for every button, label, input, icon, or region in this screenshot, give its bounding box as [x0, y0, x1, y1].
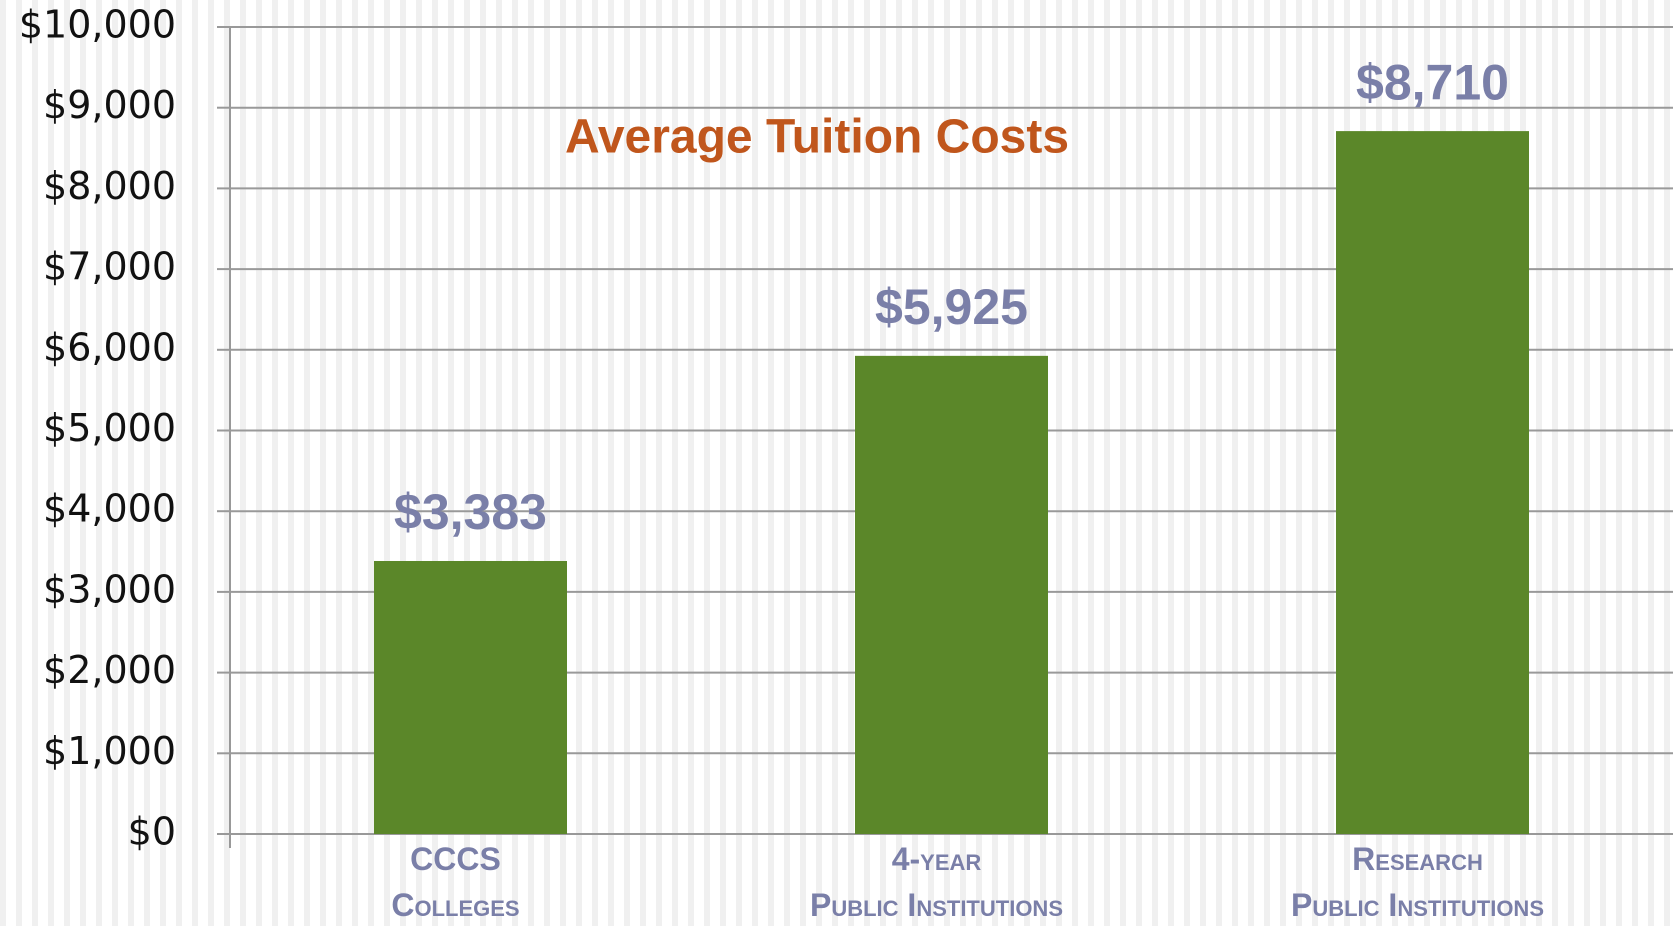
y-tick-label: $1,000	[43, 729, 176, 773]
bar	[374, 560, 567, 834]
y-tick-label: $6,000	[43, 325, 176, 369]
value-label: $8,710	[1356, 54, 1509, 110]
x-tick-label: Research Public Institutions	[1291, 841, 1544, 923]
y-tick-label: $5,000	[43, 406, 176, 450]
y-tick-label: $8,000	[43, 164, 176, 208]
value-label: $5,925	[875, 279, 1028, 335]
bar	[855, 355, 1048, 834]
chart-title: Average Tuition Costs	[565, 111, 1069, 164]
y-tick-label: $7,000	[43, 245, 176, 289]
y-tick-label: $3,000	[43, 567, 176, 611]
value-label: $3,383	[394, 484, 547, 540]
y-tick-label: $2,000	[43, 648, 176, 692]
y-tick-label: $4,000	[43, 487, 176, 531]
x-tick-label: CCCS Colleges	[391, 841, 519, 923]
y-tick-label: $9,000	[43, 83, 176, 127]
bar	[1336, 131, 1529, 834]
x-tick-label: 4-year Public Institutions	[810, 841, 1063, 923]
y-tick-label: $0	[128, 810, 176, 854]
y-tick-label: $10,000	[19, 3, 176, 47]
